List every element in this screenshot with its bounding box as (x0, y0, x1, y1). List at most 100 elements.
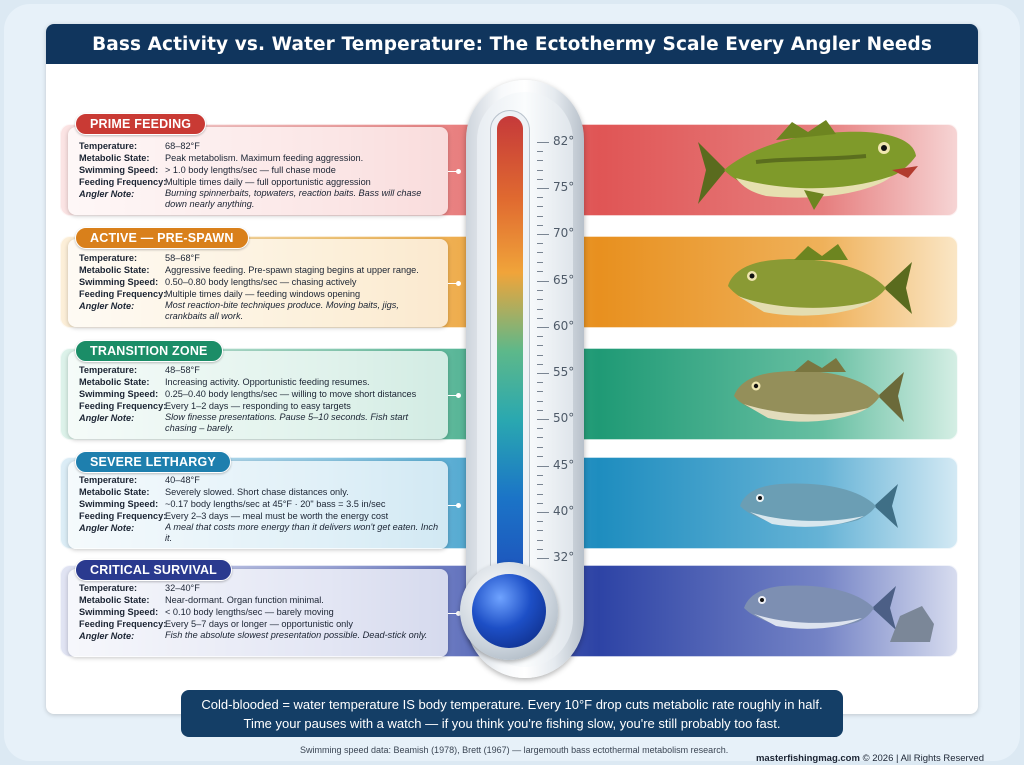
copyright-text: © 2026 | All Rights Reserved (859, 753, 984, 764)
zone-label-lethargy: SEVERE LETHARGY (75, 451, 231, 473)
thermometer-bulb (472, 574, 546, 648)
connector-line (448, 395, 460, 396)
thermometer-label: 50° (553, 411, 575, 425)
field-label: Metabolic State: (79, 265, 150, 275)
field-label: Metabolic State: (79, 487, 150, 497)
connector-line (448, 505, 460, 506)
thermometer-mercury (497, 116, 523, 606)
thermometer-major-tick (537, 281, 549, 282)
thermometer-minor-tick (537, 494, 543, 495)
field-label: Metabolic State: (79, 595, 150, 605)
field-label: Feeding Frequency: (79, 511, 167, 521)
zone-label-survival: CRITICAL SURVIVAL (75, 559, 233, 581)
thermometer-minor-tick (537, 243, 543, 244)
thermometer-minor-tick (537, 309, 543, 310)
thermometer-minor-tick (537, 151, 543, 152)
thermometer-minor-tick (537, 437, 543, 438)
field-label: Temperature: (79, 583, 138, 593)
key-message-line: Cold-blooded = water temperature IS body… (201, 697, 823, 712)
bass-fish-icon (744, 585, 934, 642)
field-label: Metabolic State: (79, 377, 150, 387)
thermometer-minor-tick (537, 197, 543, 198)
thermometer-major-tick (537, 373, 549, 374)
thermometer-minor-tick (537, 290, 543, 291)
field-label: Temperature: (79, 365, 138, 375)
bass-fish-icon (734, 358, 904, 422)
zone-note: Slow finesse presentations. Pause 5–10 s… (165, 412, 409, 433)
thermometer-minor-tick (537, 225, 543, 226)
thermometer-minor-tick (537, 382, 543, 383)
thermometer-major-tick (537, 558, 549, 559)
zone-speed: < 0.10 body lengths/sec — barely moving (165, 607, 334, 617)
zone-frequency: Every 5–7 days or longer — opportunistic… (165, 619, 353, 629)
site-link[interactable]: masterfishingmag.com (755, 753, 860, 764)
zone-speed: 0.25–0.40 body lengths/sec — willing to … (165, 389, 417, 399)
zone-temperature: 68–82°F (165, 141, 200, 151)
thermometer-label: 32° (553, 550, 575, 564)
zone-label-transition: TRANSITION ZONE (75, 340, 223, 362)
thermometer-minor-tick (537, 530, 543, 531)
zone-note: A meal that costs more energy than it de… (165, 522, 439, 543)
zone-card-survival: Temperature: 32–40°F Metabolic State: Near… (68, 569, 448, 657)
page-title: Bass Activity vs. Water Temperature: The… (46, 24, 978, 64)
zone-card-active: Temperature: 58–68°F Metabolic State: Aggr… (68, 239, 448, 327)
zone-speed: > 1.0 body lengths/sec — full chase mode (165, 165, 336, 175)
zone-note: Fish the absolute slowest presentation p… (165, 630, 428, 640)
thermometer-minor-tick (537, 160, 543, 161)
thermometer-minor-tick (537, 475, 543, 476)
zone-temperature: 58–68°F (165, 253, 200, 263)
zone-metabolic: Peak metabolism. Maximum feeding aggress… (165, 153, 364, 163)
field-label: Angler Note: (79, 189, 135, 199)
zone-frequency: Multiple times daily — feeding windows o… (165, 289, 361, 299)
zone-speed: 0.50–0.80 body lengths/sec — chasing act… (165, 277, 357, 287)
zone-frequency: Every 1–2 days — responding to easy targ… (165, 401, 351, 411)
thermometer-minor-tick (537, 206, 543, 207)
thermometer-minor-tick (537, 318, 543, 319)
bass-fish-icon (740, 483, 898, 528)
field-label: Temperature: (79, 475, 138, 485)
field-label: Angler Note: (79, 631, 135, 641)
field-label: Swimming Speed: (79, 277, 159, 287)
zone-label-active: ACTIVE — PRE-SPAWN (75, 227, 249, 249)
thermometer-minor-tick (537, 456, 543, 457)
field-label: Feeding Frequency: (79, 177, 167, 187)
zone-card-transition: Temperature: 48–58°F Metabolic State: Incr… (68, 351, 448, 439)
thermometer-major-tick (537, 234, 549, 235)
zone-card-prime: Temperature: 68–82°F Metabolic State: Peak… (68, 127, 448, 215)
field-label: Feeding Frequency: (79, 401, 167, 411)
connector-dot (456, 611, 461, 616)
connector-dot (456, 169, 461, 174)
key-message-line: Time your pauses with a watch — if you t… (243, 716, 781, 731)
zone-label-prime: PRIME FEEDING (75, 113, 207, 135)
thermometer-minor-tick (537, 216, 543, 217)
zone-card-lethargy: Temperature: 40–48°F Metabolic State: Seve… (68, 461, 448, 549)
thermometer-label: 55° (553, 365, 575, 379)
thermometer-minor-tick (537, 503, 543, 504)
field-label: Angler Note: (79, 523, 135, 533)
thermometer-minor-tick (537, 391, 543, 392)
thermometer-minor-tick (537, 549, 543, 550)
thermometer-major-tick (537, 466, 549, 467)
connector-dot (456, 503, 461, 508)
field-label: Temperature: (79, 253, 138, 263)
zone-note: Most reaction-bite techniques produce. M… (165, 300, 399, 321)
thermometer-minor-tick (537, 447, 543, 448)
thermometer-label: 70° (553, 226, 575, 240)
thermometer-label: 40° (553, 504, 575, 518)
zone-temperature: 40–48°F (165, 475, 200, 485)
thermometer-major-tick (537, 419, 549, 420)
thermometer-label: 60° (553, 319, 575, 333)
zone-metabolic: Increasing activity. Opportunistic feedi… (165, 377, 370, 387)
field-label: Feeding Frequency: (79, 619, 167, 629)
field-label: Feeding Frequency: (79, 289, 167, 299)
thermometer-major-tick (537, 327, 549, 328)
thermometer-minor-tick (537, 179, 543, 180)
field-label: Swimming Speed: (79, 499, 159, 509)
thermometer-minor-tick (537, 299, 543, 300)
bass-fish-icon (698, 120, 918, 210)
bass-fish-icon (728, 244, 912, 316)
thermometer-minor-tick (537, 336, 543, 337)
thermometer-minor-tick (537, 428, 543, 429)
copyright: masterfishingmag.com © 2026 | All Rights… (756, 753, 984, 764)
connector-dot (456, 393, 461, 398)
